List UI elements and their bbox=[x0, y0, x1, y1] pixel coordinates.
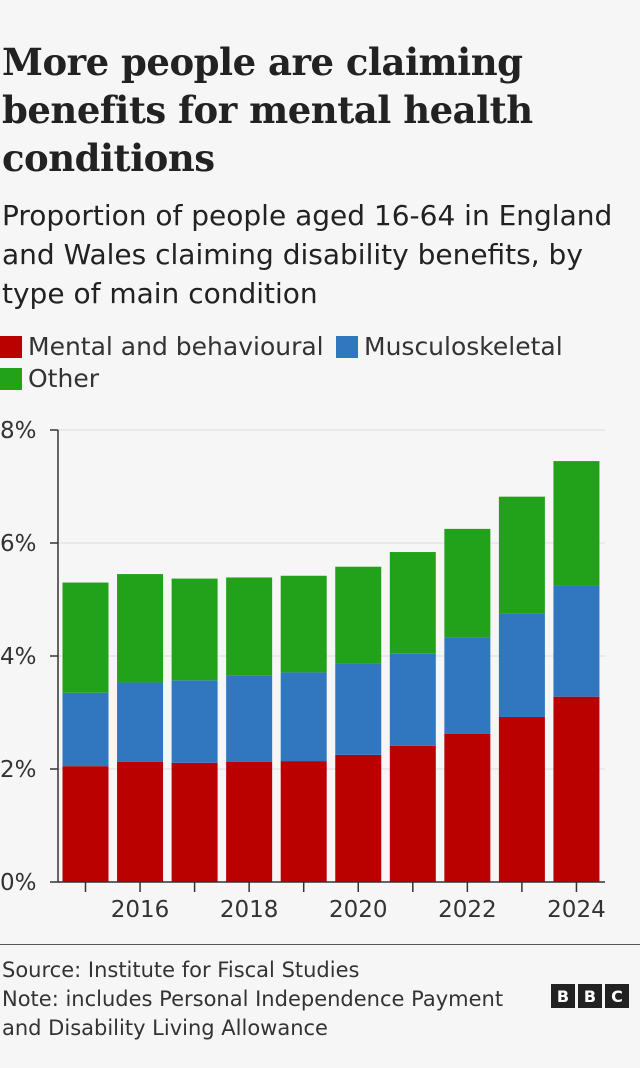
x-tick-label: 2018 bbox=[220, 897, 279, 923]
bbc-logo-block: B bbox=[578, 984, 602, 1008]
bar-segment bbox=[280, 761, 327, 882]
y-tick-label: 8% bbox=[0, 418, 37, 444]
bar-segment bbox=[444, 528, 491, 638]
bar-segment bbox=[335, 663, 382, 755]
legend-item-mental: Mental and behavioural bbox=[0, 332, 324, 361]
chart-title: More people are claiming benefits for me… bbox=[2, 40, 533, 180]
chart-subtitle: Proportion of people aged 16-64 in Engla… bbox=[2, 199, 613, 310]
bar-segment bbox=[171, 578, 218, 681]
bar-segment bbox=[62, 766, 109, 882]
bar-segment bbox=[171, 680, 218, 763]
tick-labels: 0% 2% 4% 6% 8% 2016 2018 2020 2022 2024 bbox=[0, 418, 606, 923]
bar-segment bbox=[280, 575, 327, 673]
axes bbox=[50, 429, 605, 892]
y-tick-label: 6% bbox=[0, 531, 37, 557]
bar-segment bbox=[498, 613, 545, 718]
bar-segment bbox=[389, 653, 436, 746]
bar-segment bbox=[280, 672, 327, 762]
note-text-line1: Note: includes Personal Independence Pay… bbox=[2, 987, 504, 1011]
x-tick-label: 2024 bbox=[547, 897, 606, 923]
bar-segment bbox=[226, 577, 273, 676]
bbc-logo: B B C bbox=[551, 984, 629, 1008]
legend-item-other: Other bbox=[0, 364, 99, 393]
legend-item-musculoskeletal: Musculoskeletal bbox=[336, 332, 563, 361]
bar-segment bbox=[553, 461, 600, 586]
bar-segment bbox=[62, 582, 109, 693]
x-tick-label: 2016 bbox=[111, 897, 170, 923]
bbc-logo-block: C bbox=[605, 984, 629, 1008]
bar-segment bbox=[117, 761, 164, 882]
bar-segment bbox=[553, 696, 600, 882]
bar-segment bbox=[62, 692, 109, 767]
x-tick-label: 2020 bbox=[329, 897, 388, 923]
footer-divider bbox=[0, 944, 640, 945]
bar-segment bbox=[335, 566, 382, 664]
bar-segment bbox=[117, 574, 164, 683]
legend-label-mental: Mental and behavioural bbox=[28, 332, 324, 361]
legend-swatch-other bbox=[0, 367, 22, 390]
note-text-line2: and Disability Living Allowance bbox=[2, 1016, 328, 1040]
legend-label-musculoskeletal: Musculoskeletal bbox=[364, 332, 563, 361]
bar-segment bbox=[171, 762, 218, 882]
bars bbox=[62, 461, 600, 882]
bar-segment bbox=[389, 552, 436, 654]
legend-swatch-musculoskeletal bbox=[336, 335, 358, 358]
bar-segment bbox=[498, 717, 545, 882]
bar-segment bbox=[117, 682, 164, 762]
source-text: Source: Institute for Fiscal Studies bbox=[2, 958, 360, 982]
bar-segment bbox=[444, 733, 491, 882]
legend-label-other: Other bbox=[28, 364, 99, 393]
bar-segment bbox=[335, 754, 382, 882]
bbc-logo-block: B bbox=[551, 984, 575, 1008]
stacked-bar-chart: 0% 2% 4% 6% 8% 2016 2018 2020 2022 2024 bbox=[0, 418, 606, 923]
bar-segment bbox=[498, 496, 545, 614]
y-tick-label: 0% bbox=[0, 870, 37, 896]
legend-swatch-mental bbox=[0, 335, 22, 358]
bar-segment bbox=[226, 675, 273, 762]
x-tick-label: 2022 bbox=[438, 897, 497, 923]
bar-segment bbox=[389, 745, 436, 882]
bar-segment bbox=[444, 637, 491, 734]
footer: Source: Institute for Fiscal Studies Not… bbox=[2, 956, 503, 1043]
bar-segment bbox=[553, 585, 600, 697]
y-tick-label: 2% bbox=[0, 757, 37, 783]
y-tick-label: 4% bbox=[0, 644, 37, 670]
bar-segment bbox=[226, 761, 273, 882]
